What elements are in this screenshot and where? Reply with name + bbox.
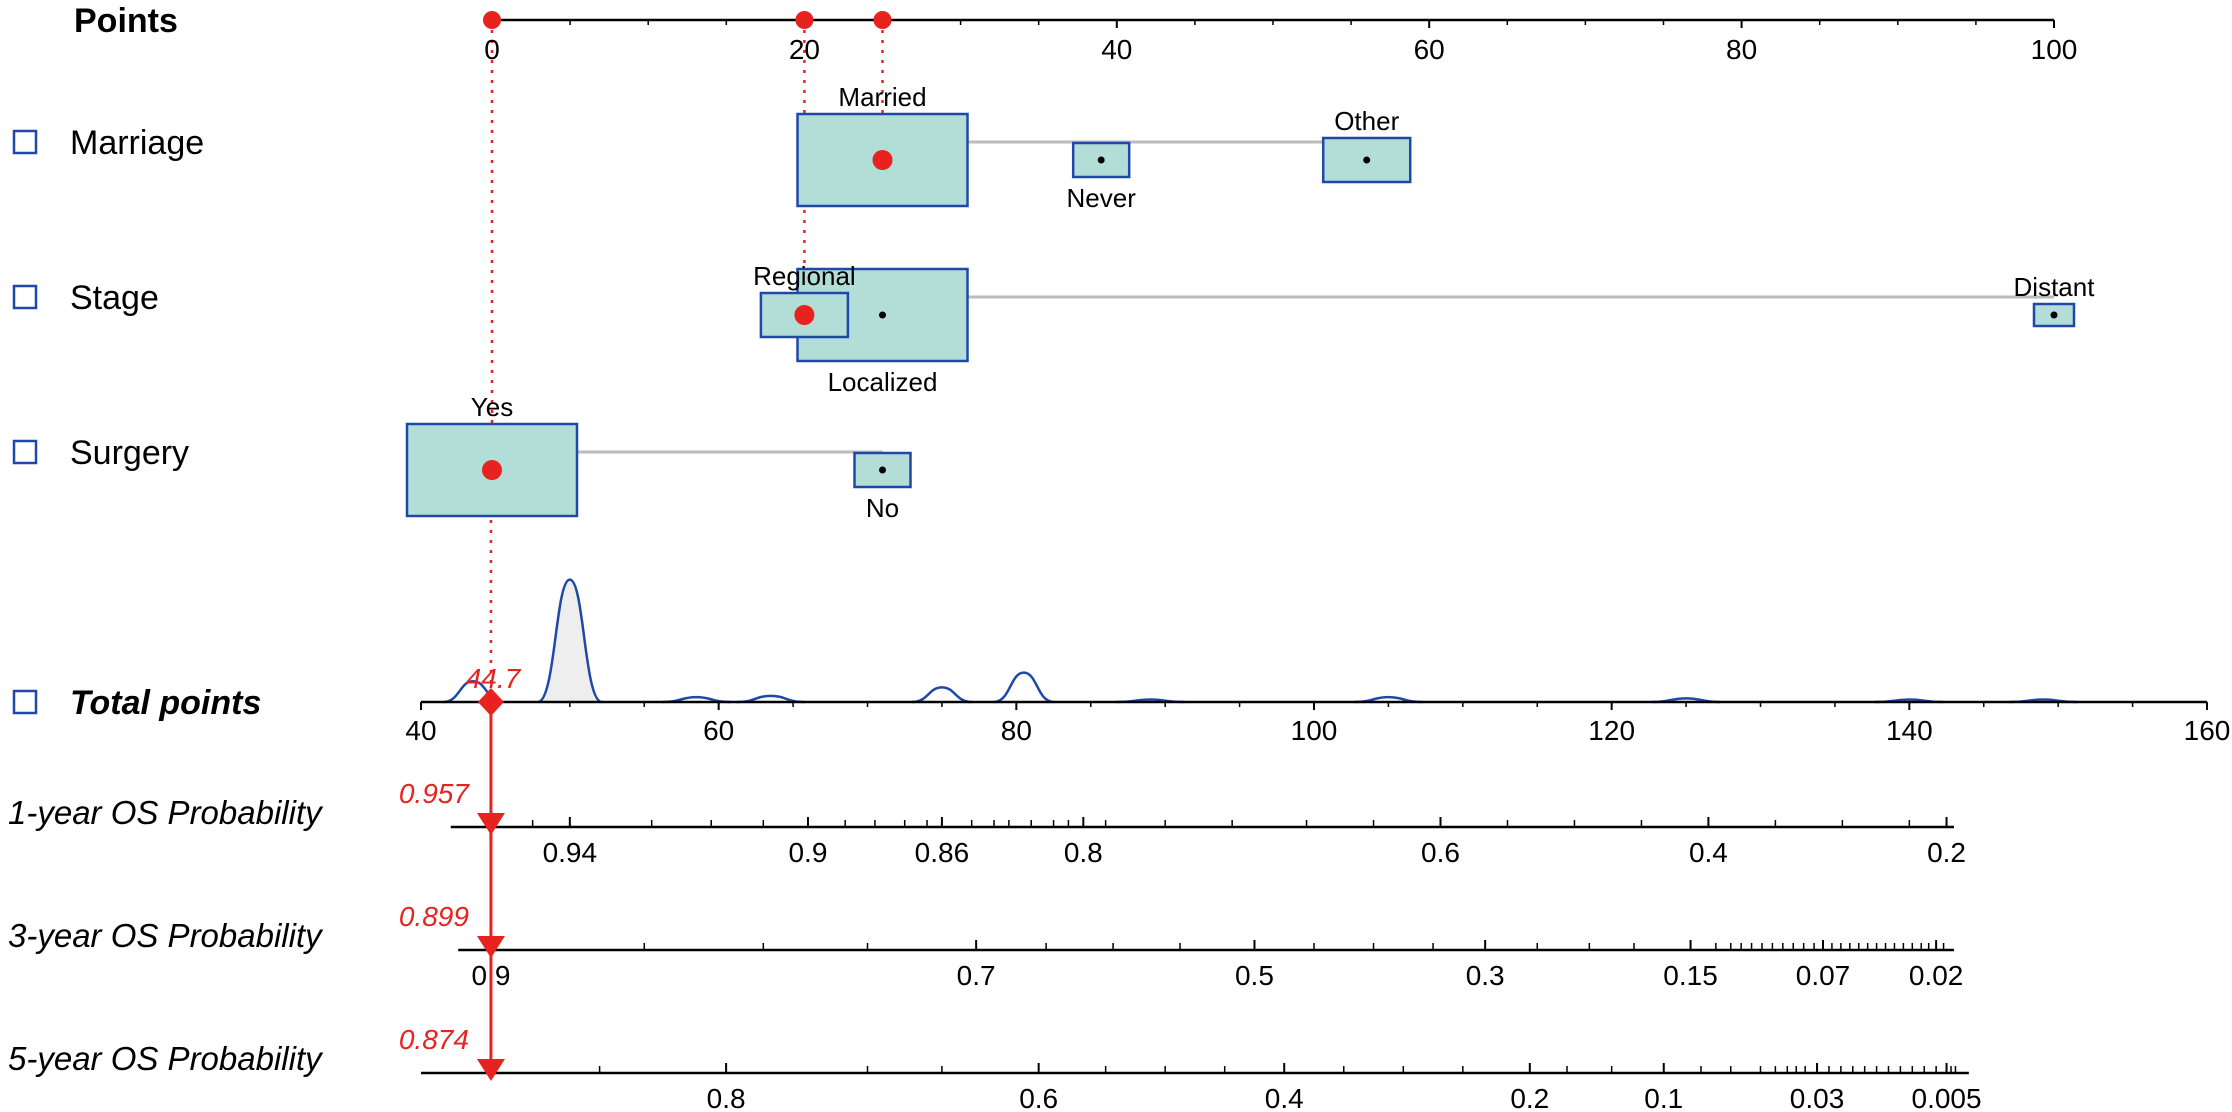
probability-tick-label: 0.94	[543, 837, 598, 868]
probability-tick-label: 0.2	[1510, 1083, 1549, 1112]
points-axis-tick-label: 60	[1414, 34, 1445, 65]
density-peak	[911, 686, 973, 704]
selected-level-dot-icon	[872, 150, 893, 170]
points-axis-label: Points	[74, 2, 178, 40]
variable-label-surgery: Surgery	[70, 434, 189, 472]
probability-triangle-icon	[476, 813, 505, 835]
total-axis-tick-label: 40	[405, 715, 436, 746]
level-label-married: Married	[838, 82, 926, 112]
level-center-dot	[2050, 311, 2058, 319]
probability-axis-label: 5-year OS Probability	[8, 1040, 324, 1077]
checkbox-surgery-icon[interactable]	[12, 439, 38, 465]
probability-tick-label: 0.86	[915, 837, 970, 868]
level-label-other: Other	[1334, 106, 1399, 136]
probability-tick-label: 0.4	[1689, 837, 1728, 868]
points-axis-tick-label: 100	[2031, 34, 2078, 65]
probability-tick-label: 0.8	[707, 1083, 746, 1112]
probability-tick-label: 0.3	[1466, 960, 1505, 991]
probability-tick-label: 0.9	[788, 837, 827, 868]
points-axis-tick-label: 20	[789, 34, 820, 65]
selected-level-dot-icon	[482, 460, 502, 480]
probability-value-label: 0.874	[399, 1024, 469, 1055]
level-label-never: Never	[1067, 183, 1137, 213]
points-axis-tick-label: 40	[1101, 34, 1132, 65]
probability-triangle-icon	[476, 1059, 505, 1081]
probability-tick-label: 0.2	[1927, 837, 1966, 868]
total-axis-tick-label: 80	[1001, 715, 1032, 746]
density-peak	[537, 578, 603, 704]
level-label-regional: Regional	[753, 261, 856, 291]
selected-level-dot-icon	[794, 305, 815, 325]
probability-axis-label: 3-year OS Probability	[8, 917, 324, 954]
total-axis-tick-label: 140	[1886, 715, 1933, 746]
points-axis-tick-label: 80	[1726, 34, 1757, 65]
level-center-dot	[1363, 156, 1371, 164]
level-label-localized: Localized	[828, 367, 938, 397]
probability-tick-label: 0.15	[1663, 960, 1718, 991]
selected-points-dot-icon	[795, 11, 814, 29]
probability-axis-label: 1-year OS Probability	[8, 794, 324, 831]
probability-tick-label: 0.005	[1912, 1083, 1982, 1112]
probability-tick-label: 0.4	[1265, 1083, 1304, 1112]
probability-tick-label: 0.07	[1796, 960, 1851, 991]
level-label-distant: Distant	[2014, 272, 2096, 302]
selected-points-dot-icon	[483, 11, 501, 29]
selected-points-dot-icon	[873, 11, 892, 29]
probability-tick-label: 0.03	[1790, 1083, 1845, 1112]
total-diamond-icon	[477, 688, 504, 716]
total-axis-tick-label: 100	[1291, 715, 1338, 746]
checkbox-marriage-icon[interactable]	[12, 129, 38, 155]
probability-tick-label: 0.02	[1909, 960, 1964, 991]
total-axis-tick-label: 160	[2184, 715, 2231, 746]
probability-value-label: 0.957	[399, 778, 470, 809]
probability-value-label: 0.899	[399, 901, 469, 932]
probability-triangle-icon	[476, 936, 505, 958]
density-peak	[736, 694, 805, 704]
variable-label-stage: Stage	[70, 279, 159, 317]
variable-label-marriage: Marriage	[70, 124, 204, 162]
probability-tick-label: 0.7	[957, 960, 996, 991]
level-label-no: No	[866, 493, 899, 523]
probability-tick-label: 0.8	[1064, 837, 1103, 868]
chart-layer: Points 0 20 40 60 80 100 Marriage Stage Surgery Ma…	[8, 2, 2230, 1112]
density-peak	[993, 671, 1055, 704]
points-axis-tick-label: 0	[484, 34, 500, 65]
total-value-label: 44.7	[466, 663, 522, 694]
marker-layer	[476, 11, 893, 1081]
probability-tick-label: 0.6	[1019, 1083, 1058, 1112]
total-axis-tick-label: 60	[703, 715, 734, 746]
checkbox-stage-icon[interactable]	[12, 284, 38, 310]
total-points-label: Total points	[70, 684, 261, 722]
level-center-dot	[1097, 156, 1105, 164]
level-label-yes: Yes	[471, 392, 513, 422]
level-center-dot	[879, 311, 886, 319]
probability-tick-label: 0.6	[1421, 837, 1460, 868]
checkbox-total-points-icon[interactable]	[12, 689, 38, 715]
probability-tick-label: 0.5	[1235, 960, 1274, 991]
guide-lines-layer	[489, 20, 884, 702]
total-axis-tick-label: 120	[1588, 715, 1635, 746]
level-center-dot	[879, 466, 886, 474]
probability-tick-label: 0.1	[1644, 1083, 1683, 1112]
